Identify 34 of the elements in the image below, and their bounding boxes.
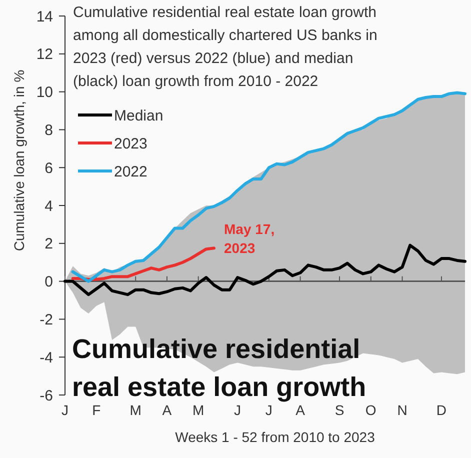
line-series [64,244,466,296]
y-tick-label: 2 [44,236,53,253]
x-tick-label: A [162,402,172,418]
y-axis-title: Cumulative loan growth, in % [11,70,27,252]
y-tick-label: 4 [44,198,53,215]
line-series [71,246,216,281]
y-tick-label: 14 [36,8,53,26]
x-tick-label: S [334,402,344,418]
x-tick-label: J [234,402,242,418]
x-tick-label: N [397,402,408,418]
y-tick-label: 6 [44,160,53,177]
text: Cumulative residential real estate loan growth among all domestically chartered US banks in 2023 (red) versus 2022 (blue) and median (black) loan growth from 2010 - 2022 [73,4,378,90]
y-tick-label: 8 [44,122,53,139]
line-series [71,91,466,283]
annotation: Cumulative residential real estate loan growth [72,334,366,402]
x-tick-label: J [265,402,272,418]
x-axis-title: Weeks 1 - 52 from 2010 to 2023 [175,429,376,445]
legend-label: 2022 [114,163,148,180]
annotation: May 17, 2023 [224,221,275,256]
y-tick-label: -2 [40,311,53,328]
x-tick-label: M [130,402,142,418]
x-tick-label: M [192,402,204,418]
y-tick-label: 0 [44,274,53,291]
legend-label: Median [114,107,164,124]
x-tick-label: D [436,402,447,418]
legend-label: 2023 [114,135,148,152]
y-tick-label: -4 [40,349,53,366]
x-tick-label: A [296,402,306,418]
y-tick-label: 12 [36,46,53,64]
x-tick-label: F [92,402,101,418]
x-tick-label: O [365,402,376,418]
y-tick-label: 10 [36,84,53,102]
x-tick-label: J [62,402,68,418]
y-tick-label: -6 [40,387,53,404]
